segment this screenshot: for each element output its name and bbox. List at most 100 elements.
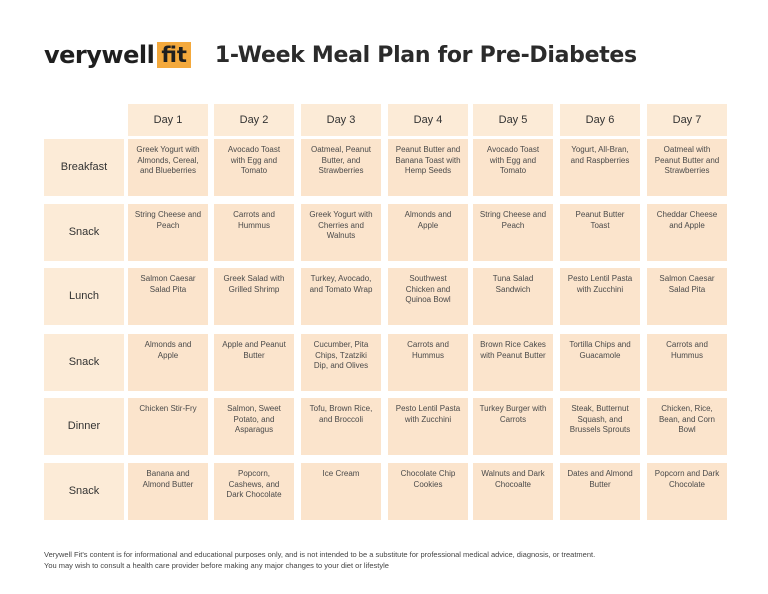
meal-cell: Walnuts and Dark Chocoalte xyxy=(473,463,553,520)
meal-cell: Greek Yogurt with Cherries and Walnuts xyxy=(301,204,381,261)
meal-cell-text: String Cheese and Peach xyxy=(134,210,202,230)
page-title: 1-Week Meal Plan for Pre-Diabetes xyxy=(214,42,637,68)
meal-cell-text: Walnuts and Dark Chocoalte xyxy=(481,469,545,489)
meal-cell-text: Greek Salad with Grilled Shrimp xyxy=(223,274,285,294)
disclaimer-line-2: You may wish to consult a health care pr… xyxy=(44,561,389,570)
meal-label-text: Snack xyxy=(68,356,100,369)
day-header-text: Day 2 xyxy=(239,113,269,126)
meal-cell-text: Chicken, Rice, Bean, and Corn Bowl xyxy=(658,404,716,434)
meal-cell: String Cheese and Peach xyxy=(473,204,553,261)
meal-cell-text: Turkey, Avocado, and Tomato Wrap xyxy=(309,274,373,294)
meal-cell: Avocado Toast with Egg and Tomato xyxy=(473,139,553,196)
meal-cell: Oatmeal with Peanut Butter and Strawberr… xyxy=(647,139,727,196)
meal-cell: Peanut Butter and Banana Toast with Hemp… xyxy=(388,139,468,196)
meal-label-text: Breakfast xyxy=(60,161,108,174)
meal-cell: Oatmeal, Peanut Butter, and Strawberries xyxy=(301,139,381,196)
meal-cell: String Cheese and Peach xyxy=(128,204,208,261)
meal-cell: Dates and Almond Butter xyxy=(560,463,640,520)
meal-label-text: Lunch xyxy=(69,290,99,303)
meal-cell-text: Turkey Burger with Carrots xyxy=(479,404,547,424)
meal-cell-text: Cheddar Cheese and Apple xyxy=(656,210,718,230)
meal-cell-text: Salmon Caesar Salad Pita xyxy=(140,274,196,294)
day-header: Day 3 xyxy=(301,104,381,136)
meal-cell-text: Cucumber, Pita Chips, Tzatziki Dip, and … xyxy=(313,340,369,370)
day-header-text: Day 6 xyxy=(585,113,615,126)
meal-cell-text: Tofu, Brown Rice, and Broccoli xyxy=(309,404,373,424)
meal-cell-text: Avocado Toast with Egg and Tomato xyxy=(486,145,540,175)
meal-cell-text: Steak, Butternut Squash, and Brussels Sp… xyxy=(569,404,631,434)
meal-cell-text: Greek Yogurt with Almonds, Cereal, and B… xyxy=(136,145,200,175)
day-header: Day 4 xyxy=(388,104,468,136)
verywell-fit-logo[interactable]: verywell fit xyxy=(44,41,191,69)
meal-label: Snack xyxy=(44,334,124,391)
meal-cell: Almonds and Apple xyxy=(128,334,208,391)
meal-cell: Popcorn and Dark Chocolate xyxy=(647,463,727,520)
meal-cell: Turkey Burger with Carrots xyxy=(473,398,553,455)
meal-cell: Southwest Chicken and Quinoa Bowl xyxy=(388,268,468,325)
meal-cell-text: Peanut Butter and Banana Toast with Hemp… xyxy=(395,145,461,175)
meal-cell-text: Pesto Lentil Pasta with Zucchini xyxy=(567,274,633,294)
meal-cell-text: Avocado Toast with Egg and Tomato xyxy=(227,145,281,175)
meal-cell: Cheddar Cheese and Apple xyxy=(647,204,727,261)
meal-cell: Almonds and Apple xyxy=(388,204,468,261)
meal-cell-text: Dates and Almond Butter xyxy=(567,469,633,489)
disclaimer-line-1: Verywell Fit's content is for informatio… xyxy=(44,550,596,559)
meal-label: Snack xyxy=(44,204,124,261)
meal-label: Snack xyxy=(44,463,124,520)
meal-label-text: Dinner xyxy=(67,420,101,433)
meal-cell-text: Ice Cream xyxy=(322,469,360,478)
meal-cell: Apple and Peanut Butter xyxy=(214,334,294,391)
meal-cell: Cucumber, Pita Chips, Tzatziki Dip, and … xyxy=(301,334,381,391)
day-header: Day 7 xyxy=(647,104,727,136)
meal-cell-text: Greek Yogurt with Cherries and Walnuts xyxy=(309,210,373,240)
meal-cell: Greek Salad with Grilled Shrimp xyxy=(214,268,294,325)
meal-cell: Pesto Lentil Pasta with Zucchini xyxy=(560,268,640,325)
meal-cell: Banana and Almond Butter xyxy=(128,463,208,520)
meal-cell-text: Peanut Butter Toast xyxy=(575,210,625,230)
meal-cell-text: Apple and Peanut Butter xyxy=(222,340,286,360)
meal-cell: Avocado Toast with Egg and Tomato xyxy=(214,139,294,196)
meal-cell: Turkey, Avocado, and Tomato Wrap xyxy=(301,268,381,325)
meal-label: Dinner xyxy=(44,398,124,455)
meal-cell-text: Almonds and Apple xyxy=(404,210,452,230)
page-header: verywell fit 1-Week Meal Plan for Pre-Di… xyxy=(44,38,637,72)
logo-fit-badge: fit xyxy=(157,42,191,68)
meal-cell-text: Salmon, Sweet Potato, and Asparagus xyxy=(227,404,281,434)
day-header-text: Day 1 xyxy=(153,113,183,126)
meal-cell-text: Brown Rice Cakes with Peanut Butter xyxy=(480,340,546,360)
meal-cell-text: Oatmeal, Peanut Butter, and Strawberries xyxy=(310,145,372,175)
day-header: Day 2 xyxy=(214,104,294,136)
meal-cell: Popcorn, Cashews, and Dark Chocolate xyxy=(214,463,294,520)
day-header: Day 5 xyxy=(473,104,553,136)
meal-cell: Ice Cream xyxy=(301,463,381,520)
meal-cell-text: Tuna Salad Sandwich xyxy=(492,274,534,294)
meal-cell: Carrots and Hummus xyxy=(214,204,294,261)
day-header-text: Day 5 xyxy=(498,113,528,126)
meal-cell-text: Tortilla Chips and Guacamole xyxy=(569,340,631,360)
meal-label: Breakfast xyxy=(44,139,124,196)
meal-cell: Tuna Salad Sandwich xyxy=(473,268,553,325)
meal-label-text: Snack xyxy=(68,226,100,239)
meal-cell-text: Chocolate Chip Cookies xyxy=(400,469,456,489)
meal-cell: Chocolate Chip Cookies xyxy=(388,463,468,520)
meal-cell: Chicken, Rice, Bean, and Corn Bowl xyxy=(647,398,727,455)
meal-cell-text: Salmon Caesar Salad Pita xyxy=(659,274,715,294)
meal-label: Lunch xyxy=(44,268,124,325)
day-header: Day 1 xyxy=(128,104,208,136)
meal-label-text: Snack xyxy=(68,485,100,498)
meal-cell-text: Carrots and Hummus xyxy=(666,340,708,360)
meal-cell-text: Yogurt, All-Bran, and Raspberries xyxy=(570,145,630,165)
meal-cell: Brown Rice Cakes with Peanut Butter xyxy=(473,334,553,391)
meal-cell: Tortilla Chips and Guacamole xyxy=(560,334,640,391)
meal-cell-text: Chicken Stir-Fry xyxy=(139,404,197,413)
disclaimer: Verywell Fit's content is for informatio… xyxy=(44,549,744,571)
meal-cell-text: Southwest Chicken and Quinoa Bowl xyxy=(405,274,451,304)
meal-cell-text: Almonds and Apple xyxy=(144,340,192,360)
meal-cell: Salmon Caesar Salad Pita xyxy=(128,268,208,325)
meal-cell: Salmon, Sweet Potato, and Asparagus xyxy=(214,398,294,455)
meal-cell: Peanut Butter Toast xyxy=(560,204,640,261)
meal-cell: Chicken Stir-Fry xyxy=(128,398,208,455)
meal-cell: Yogurt, All-Bran, and Raspberries xyxy=(560,139,640,196)
day-header: Day 6 xyxy=(560,104,640,136)
day-header-text: Day 4 xyxy=(413,113,443,126)
